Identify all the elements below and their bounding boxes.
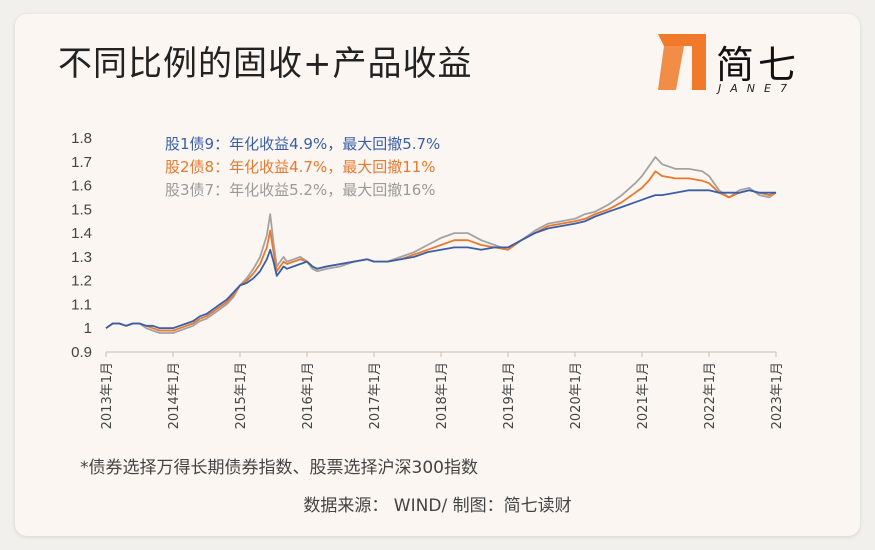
y-tick-label: 1.2	[71, 273, 92, 290]
y-tick-label: 1.6	[71, 178, 92, 195]
x-tick-label: 2018年1月	[435, 362, 450, 429]
legend-entry-series-1: 股1债9：年化收益4.9%，最大回撤5.7%	[165, 135, 441, 153]
y-tick-label: 1.3	[71, 249, 92, 266]
x-tick-label: 2019年1月	[502, 362, 517, 429]
y-tick-label: 0.9	[71, 344, 92, 361]
x-tick-label: 2014年1月	[167, 362, 182, 429]
legend-entry-series-3: 股3债7：年化收益5.2%，最大回撤16%	[165, 181, 436, 199]
y-tick-label: 1.5	[71, 201, 92, 218]
y-tick-label: 1	[84, 320, 92, 337]
x-tick-label: 2017年1月	[368, 362, 383, 429]
x-tick-label: 2015年1月	[234, 362, 249, 429]
series-line-3	[105, 156, 777, 334]
series-line-1	[105, 189, 776, 330]
logo-text-en: JANE7	[718, 82, 796, 95]
logo-mark-icon	[658, 34, 706, 90]
data-source: 数据来源： WIND/ 制图：简七读财	[303, 496, 572, 516]
x-tick-label: 2023年1月	[770, 362, 785, 429]
x-tick-label: 2021年1月	[636, 362, 651, 429]
footnote: *债券选择万得长期债券指数、股票选择沪深300指数	[80, 458, 478, 478]
x-tick-label: 2022年1月	[703, 362, 718, 429]
page-title: 不同比例的固收+产品收益	[58, 44, 473, 84]
brand-logo: 简七 JANE7	[654, 30, 824, 100]
x-tick-label: 2013年1月	[100, 362, 115, 429]
y-tick-label: 1.4	[71, 225, 92, 242]
y-tick-label: 1.1	[71, 296, 92, 313]
chart-legend: 股1债9：年化收益4.9%，最大回撤5.7% 股2债8：年化收益4.7%，最大回…	[165, 133, 440, 202]
legend-entry-series-2: 股2债8：年化收益4.7%，最大回撤11%	[165, 158, 436, 176]
logo-text-cn: 简七	[716, 43, 801, 87]
chart-card	[15, 14, 860, 536]
x-tick-label: 2016年1月	[301, 362, 316, 429]
x-tick-label: 2020年1月	[569, 362, 584, 429]
y-tick-label: 1.7	[71, 154, 92, 171]
y-tick-label: 1.8	[71, 130, 92, 147]
